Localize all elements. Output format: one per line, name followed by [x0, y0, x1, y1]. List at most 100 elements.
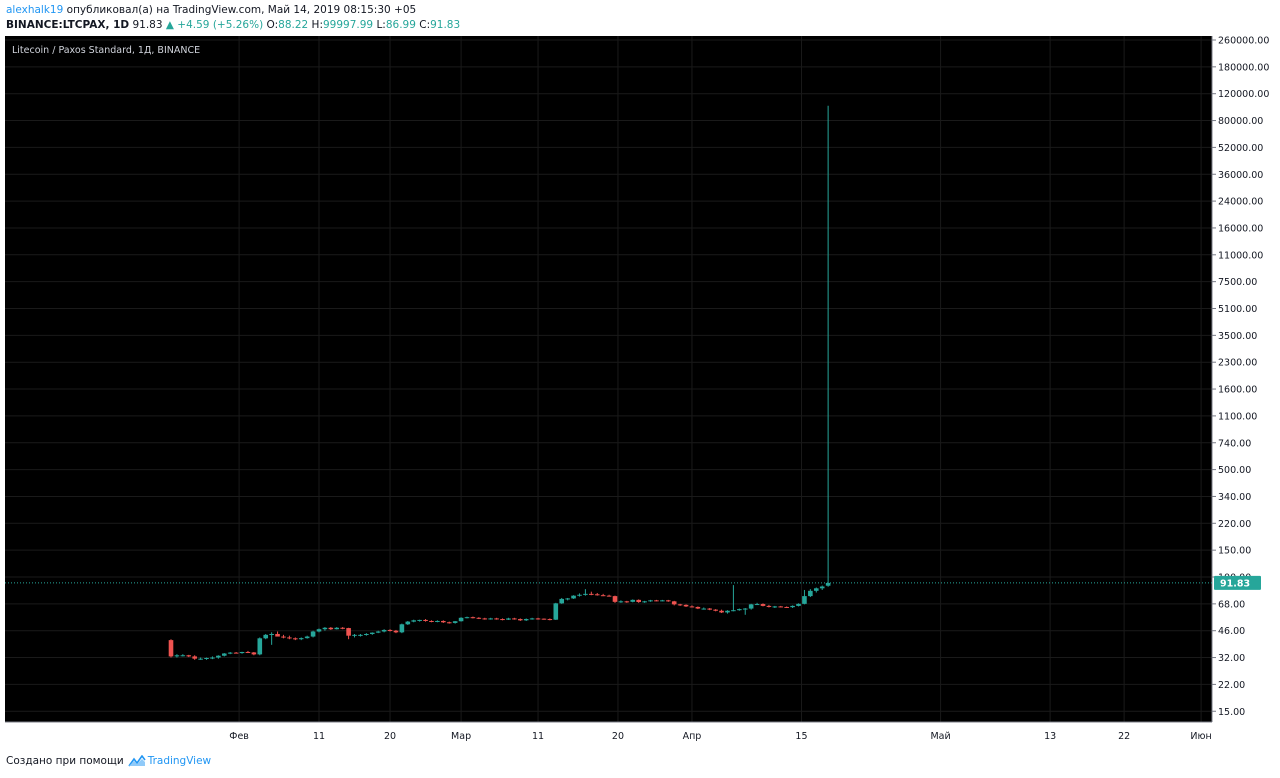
candle-body — [748, 604, 754, 609]
y-tick-label: 1600.00 — [1218, 385, 1257, 396]
y-tick-label: 500.00 — [1218, 465, 1251, 476]
price-badge-label: 91.83 — [1220, 578, 1250, 589]
candle-body — [600, 595, 606, 597]
x-tick-label: 20 — [612, 731, 624, 742]
candle-body — [405, 621, 411, 625]
x-tick-label: Мар — [451, 731, 471, 742]
chart-header: alexhalk19 опубликовал(а) на TradingView… — [6, 3, 460, 33]
y-tick-label: 2300.00 — [1218, 358, 1257, 369]
candle-body — [381, 629, 387, 632]
y-tick-label: 3500.00 — [1218, 331, 1257, 342]
candle-body — [772, 606, 778, 608]
candle-body — [393, 630, 399, 633]
y-tick-label: 11000.00 — [1218, 250, 1263, 261]
candle-body — [713, 609, 718, 611]
y-tick-label: 22.00 — [1218, 680, 1245, 691]
y-tick-label: 180000.00 — [1218, 62, 1269, 73]
candle-body — [677, 604, 683, 606]
candle-body — [180, 655, 186, 657]
candle-body — [742, 608, 748, 610]
candle-body — [358, 634, 363, 636]
candle-body — [790, 605, 795, 608]
made-with-text: Создано при помощи — [6, 755, 124, 767]
open-label: O: — [266, 19, 279, 31]
candle-body — [446, 622, 452, 624]
y-tick-label: 15.00 — [1218, 707, 1245, 718]
candle-body — [168, 640, 174, 657]
candle-body — [813, 588, 819, 591]
candle-body — [683, 604, 689, 607]
y-tick-label: 220.00 — [1218, 519, 1251, 530]
candle-body — [257, 638, 263, 655]
candle-body — [310, 631, 316, 637]
candle-body — [624, 601, 630, 603]
tradingview-brand: TradingView — [147, 755, 212, 767]
candle-body — [707, 608, 713, 610]
candle-body — [565, 598, 570, 600]
candle-body — [517, 619, 523, 621]
candle-body — [245, 651, 251, 653]
candle-body — [547, 619, 553, 621]
y-tick-label: 260000.00 — [1218, 36, 1269, 47]
candle-body — [500, 619, 505, 621]
candle-body — [494, 618, 499, 620]
candle-body — [458, 617, 464, 622]
candle-body — [192, 656, 197, 659]
footer: Создано при помощи TradingView — [6, 755, 211, 767]
candle-body — [571, 595, 576, 599]
candle-body — [298, 638, 304, 640]
candle-body — [239, 651, 245, 654]
candle-body — [399, 624, 405, 633]
candle-body — [636, 599, 641, 603]
candle-body — [541, 618, 547, 620]
candle-body — [577, 594, 582, 596]
publish-line: alexhalk19 опубликовал(а) на TradingView… — [6, 3, 460, 18]
candle-body — [695, 606, 701, 609]
chart-area[interactable]: 260000.00 180000.00 120000.00 80000.00 52000… — [5, 36, 1275, 746]
low-value: 86.99 — [385, 19, 416, 31]
high-label: H: — [311, 19, 323, 31]
candle-body — [423, 619, 428, 621]
candle-body — [559, 598, 565, 604]
candle-body — [375, 631, 381, 633]
y-tick-label: 1100.00 — [1218, 411, 1257, 422]
candle-body — [719, 610, 724, 613]
candle-body — [275, 633, 280, 637]
candle-body — [328, 627, 334, 630]
candlestick-chart[interactable]: 260000.00 180000.00 120000.00 80000.00 52000… — [5, 36, 1275, 746]
tradingview-logo[interactable]: TradingView — [128, 755, 211, 767]
x-tick-label: Фев — [229, 731, 249, 742]
candle-body — [281, 636, 286, 638]
candle-body — [233, 652, 239, 654]
y-tick-label: 16000.00 — [1218, 223, 1263, 234]
candle-body — [535, 618, 541, 620]
candle-body — [754, 604, 760, 606]
candle-body — [346, 628, 351, 636]
plot-background — [5, 36, 1212, 722]
candle-body — [441, 620, 446, 623]
candle-body — [737, 609, 742, 611]
candle-body — [766, 605, 772, 607]
candle-body — [506, 618, 511, 620]
candle-body — [701, 608, 707, 610]
candle-body — [648, 600, 653, 602]
y-tick-label: 32.00 — [1218, 653, 1245, 664]
candle-body — [293, 638, 298, 640]
x-tick-label: Июн — [1190, 731, 1211, 742]
candle-body — [630, 599, 636, 602]
chart-title: Litecoin / Paxos Standard, 1Д, BINANCE — [12, 45, 200, 56]
author-link[interactable]: alexhalk19 — [6, 4, 64, 16]
candle-body — [364, 633, 369, 635]
candle-body — [523, 619, 529, 621]
candle-body — [689, 606, 695, 608]
candle-body — [263, 634, 269, 639]
close-value: 91.83 — [430, 19, 461, 31]
candle-body — [825, 582, 831, 586]
candle-body — [435, 620, 440, 622]
y-tick-label: 5100.00 — [1218, 304, 1257, 315]
candle-body — [594, 594, 600, 596]
ohlc-line: BINANCE:LTCPAX, 1D 91.83 ▲ +4.59 (+5.26%… — [6, 18, 460, 33]
candle-body — [316, 629, 322, 632]
candle-body — [589, 593, 594, 595]
candle-body — [618, 601, 624, 603]
